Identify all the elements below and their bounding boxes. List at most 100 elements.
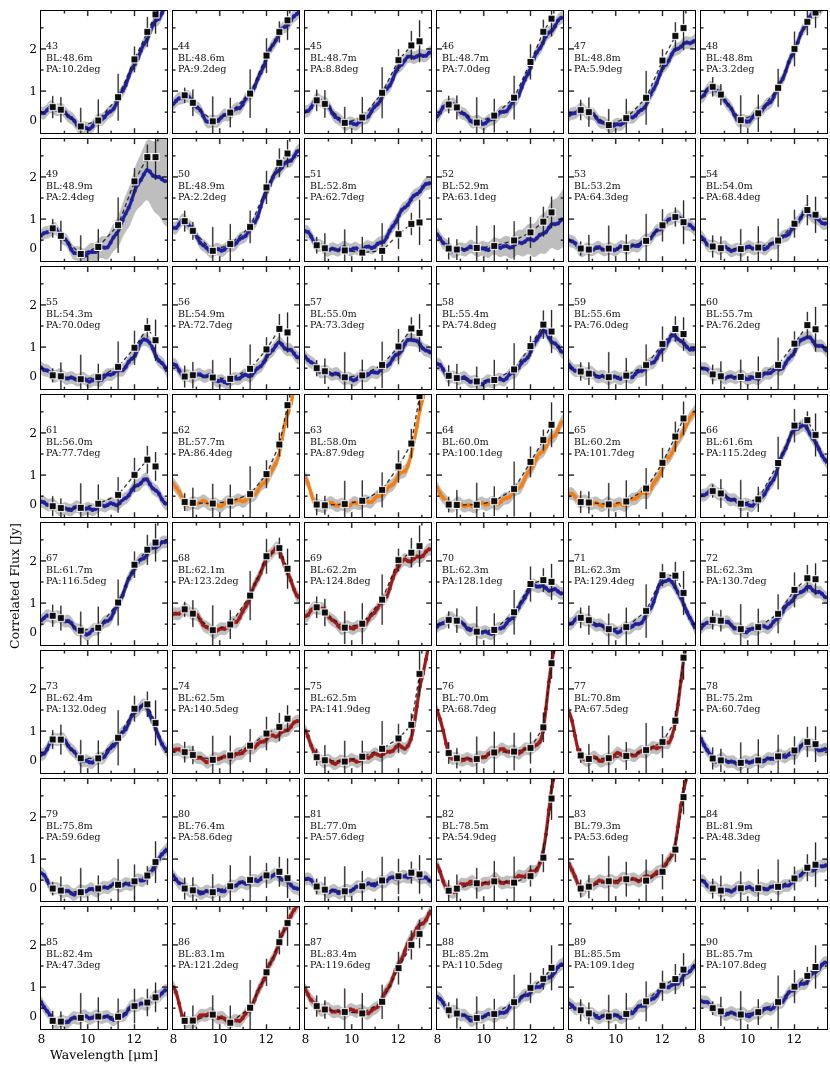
panel-baseline: BL:54.3m [46, 308, 93, 320]
spectrum-plot-73 [41, 651, 167, 773]
y-tick-label: 2 [29, 554, 37, 568]
panel-baseline: BL:48.9m [178, 180, 225, 192]
y-tick-label: 0 [29, 113, 37, 127]
x-tick-label: 10 [212, 1032, 228, 1046]
panel-baseline: BL:61.7m [46, 564, 93, 576]
spectrum-plot-79 [41, 779, 167, 901]
spectrum-plot-57 [305, 267, 431, 389]
panel-annotation: 87 BL:83.4m PA:119.6deg [310, 937, 371, 972]
panel-annotation: 60 BL:55.7m PA:76.2deg [706, 297, 761, 332]
panel-baseline: BL:79.3m [574, 820, 621, 832]
panel-position-angle: PA:109.1deg [574, 960, 635, 971]
spectrum-panel-54: 54 BL:54.0m PA:68.4deg [700, 138, 828, 262]
panel-annotation: 56 BL:54.9m PA:72.7deg [178, 297, 233, 332]
panel-baseline: BL:85.2m [442, 948, 489, 960]
spectrum-plot-77 [569, 651, 695, 773]
panel-annotation: 61 BL:56.0m PA:77.7deg [46, 425, 101, 460]
spectrum-panel-57: 57 BL:55.0m PA:73.3deg [304, 266, 432, 390]
panel-position-angle: PA:2.2deg [178, 192, 227, 203]
panel-baseline: BL:55.7m [706, 308, 753, 320]
panel-annotation: 75 BL:62.5m PA:141.9deg [310, 681, 371, 716]
spectrum-plot-64 [437, 395, 563, 517]
x-tick-label: 10 [344, 1032, 360, 1046]
panel-number: 55 [46, 297, 59, 308]
panel-number: 86 [178, 937, 191, 948]
panel-baseline: BL:78.5m [442, 820, 489, 832]
y-tick-label: 0 [29, 881, 37, 895]
panel-position-angle: PA:76.2deg [706, 320, 761, 331]
panel-position-angle: PA:57.6deg [310, 832, 365, 843]
panel-annotation: 69 BL:62.2m PA:124.8deg [310, 553, 371, 588]
panel-position-angle: PA:5.9deg [574, 64, 623, 75]
panel-number: 84 [706, 809, 719, 820]
panel-position-angle: PA:86.4deg [178, 448, 233, 459]
panel-position-angle: PA:53.6deg [574, 832, 629, 843]
panel-baseline: BL:52.9m [442, 180, 489, 192]
panel-baseline: BL:61.6m [706, 436, 753, 448]
panel-number: 43 [46, 41, 59, 52]
panel-number: 56 [178, 297, 191, 308]
panel-baseline: BL:85.7m [706, 948, 753, 960]
spectrum-panel-49: 49 BL:48.9m PA:2.4deg [40, 138, 168, 262]
spectrum-panel-86: 86 BL:83.1m PA:121.2deg [172, 906, 300, 1030]
spectrum-panel-53: 53 BL:53.2m PA:64.3deg [568, 138, 696, 262]
spectrum-plot-80 [173, 779, 299, 901]
panel-position-angle: PA:72.7deg [178, 320, 233, 331]
y-tick-label: 2 [29, 682, 37, 696]
spectrum-plot-53 [569, 139, 695, 261]
panel-annotation: 78 BL:75.2m PA:60.7deg [706, 681, 761, 716]
panel-number: 74 [178, 681, 191, 692]
x-tick-label: 12 [654, 1032, 670, 1046]
panel-position-angle: PA:8.8deg [310, 64, 359, 75]
spectrum-plot-83 [569, 779, 695, 901]
panel-annotation: 48 BL:48.8m PA:3.2deg [706, 41, 754, 76]
spectrum-panel-50: 50 BL:48.9m PA:2.2deg [172, 138, 300, 262]
panel-annotation: 45 BL:48.7m PA:8.8deg [310, 41, 358, 76]
panel-annotation: 51 BL:52.8m PA:62.7deg [310, 169, 365, 204]
spectrum-panel-60: 60 BL:55.7m PA:76.2deg [700, 266, 828, 390]
y-tick-label: 0 [29, 1009, 37, 1023]
spectrum-plot-50 [173, 139, 299, 261]
spectrum-panel-74: 74 BL:62.5m PA:140.5deg [172, 650, 300, 774]
panel-position-angle: PA:73.3deg [310, 320, 365, 331]
panel-number: 51 [310, 169, 323, 180]
panel-number: 69 [310, 553, 323, 564]
panel-annotation: 63 BL:58.0m PA:87.9deg [310, 425, 365, 460]
panel-annotation: 81 BL:77.0m PA:57.6deg [310, 809, 365, 844]
panel-number: 57 [310, 297, 323, 308]
spectrum-panel-68: 68 BL:62.1m PA:123.2deg [172, 522, 300, 646]
spectrum-plot-66 [701, 395, 827, 517]
panel-position-angle: PA:47.3deg [46, 960, 101, 971]
x-tick-label: 12 [522, 1032, 538, 1046]
panel-number: 59 [574, 297, 587, 308]
panel-number: 70 [442, 553, 455, 564]
panel-annotation: 54 BL:54.0m PA:68.4deg [706, 169, 761, 204]
panel-number: 48 [706, 41, 719, 52]
spectrum-plot-58 [437, 267, 563, 389]
panel-number: 49 [46, 169, 59, 180]
panel-annotation: 43 BL:48.6m PA:10.2deg [46, 41, 101, 76]
y-tick-label: 2 [29, 938, 37, 952]
panel-position-angle: PA:101.7deg [574, 448, 635, 459]
panel-baseline: BL:48.6m [178, 52, 225, 64]
panel-annotation: 77 BL:70.8m PA:67.5deg [574, 681, 629, 716]
spectrum-panel-65: 65 BL:60.2m PA:101.7deg [568, 394, 696, 518]
spectrum-plot-88 [437, 907, 563, 1029]
panel-number: 44 [178, 41, 191, 52]
panel-annotation: 71 BL:62.3m PA:129.4deg [574, 553, 635, 588]
panel-baseline: BL:75.2m [706, 692, 753, 704]
spectrum-panel-83: 83 BL:79.3m PA:53.6deg [568, 778, 696, 902]
panel-number: 46 [442, 41, 455, 52]
panel-annotation: 62 BL:57.7m PA:86.4deg [178, 425, 233, 460]
panel-baseline: BL:82.4m [46, 948, 93, 960]
panel-position-angle: PA:130.7deg [706, 576, 767, 587]
panel-annotation: 47 BL:48.8m PA:5.9deg [574, 41, 622, 76]
spectrum-panel-69: 69 BL:62.2m PA:124.8deg [304, 522, 432, 646]
panel-baseline: BL:70.8m [574, 692, 621, 704]
panel-number: 58 [442, 297, 455, 308]
panel-annotation: 46 BL:48.7m PA:7.0deg [442, 41, 490, 76]
panel-baseline: BL:48.6m [46, 52, 93, 64]
spectrum-panel-59: 59 BL:55.6m PA:76.0deg [568, 266, 696, 390]
panel-position-angle: PA:110.5deg [442, 960, 503, 971]
panel-annotation: 85 BL:82.4m PA:47.3deg [46, 937, 101, 972]
